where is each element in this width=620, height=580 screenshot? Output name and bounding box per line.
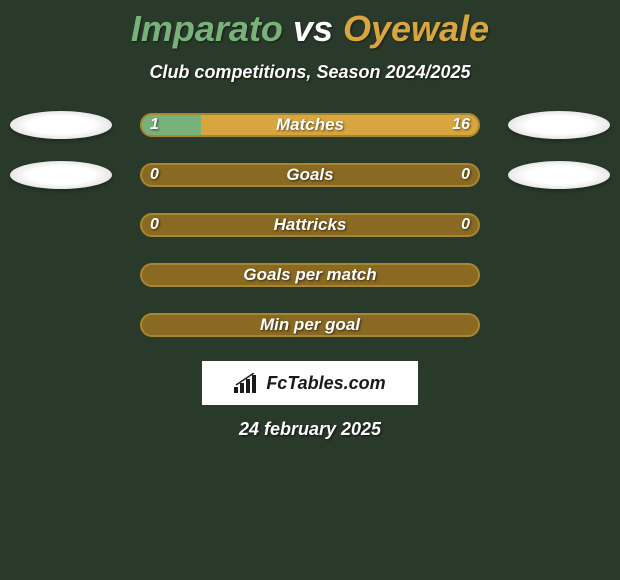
subtitle: Club competitions, Season 2024/2025 bbox=[0, 62, 620, 83]
stat-bar: 116Matches bbox=[140, 113, 480, 137]
stat-label: Hattricks bbox=[140, 213, 480, 237]
stat-label: Goals bbox=[140, 163, 480, 187]
vs-label: vs bbox=[293, 8, 333, 49]
stat-label: Matches bbox=[140, 113, 480, 137]
stat-label: Min per goal bbox=[140, 313, 480, 337]
badge-spacer bbox=[10, 211, 112, 239]
date-label: 24 february 2025 bbox=[0, 419, 620, 440]
stat-row-hattricks: 00Hattricks bbox=[0, 211, 620, 239]
badge-spacer bbox=[508, 211, 610, 239]
stat-row-gpm: Goals per match bbox=[0, 261, 620, 289]
badge-spacer bbox=[10, 311, 112, 339]
stat-bars: 116Matches 00Goals 00Hattricks Goals per ma… bbox=[0, 111, 620, 339]
player2-badge bbox=[508, 161, 610, 189]
player1-name: Imparato bbox=[131, 8, 283, 49]
stat-bar: 00Goals bbox=[140, 163, 480, 187]
stat-bar: 00Hattricks bbox=[140, 213, 480, 237]
badge-spacer bbox=[10, 261, 112, 289]
badge-spacer bbox=[508, 261, 610, 289]
brand-icon bbox=[234, 373, 260, 393]
comparison-title: Imparato vs Oyewale bbox=[0, 8, 620, 50]
brand-text: FcTables.com bbox=[266, 373, 385, 394]
player2-name: Oyewale bbox=[343, 8, 489, 49]
player1-badge bbox=[10, 161, 112, 189]
player1-badge bbox=[10, 111, 112, 139]
badge-spacer bbox=[508, 311, 610, 339]
stat-label: Goals per match bbox=[140, 263, 480, 287]
stat-bar: Goals per match bbox=[140, 263, 480, 287]
stat-row-goals: 00Goals bbox=[0, 161, 620, 189]
stat-row-matches: 116Matches bbox=[0, 111, 620, 139]
brand-box: FcTables.com bbox=[202, 361, 418, 405]
stat-row-mpg: Min per goal bbox=[0, 311, 620, 339]
stat-bar: Min per goal bbox=[140, 313, 480, 337]
comparison-card: Imparato vs Oyewale Club competitions, S… bbox=[0, 0, 620, 440]
player2-badge bbox=[508, 111, 610, 139]
